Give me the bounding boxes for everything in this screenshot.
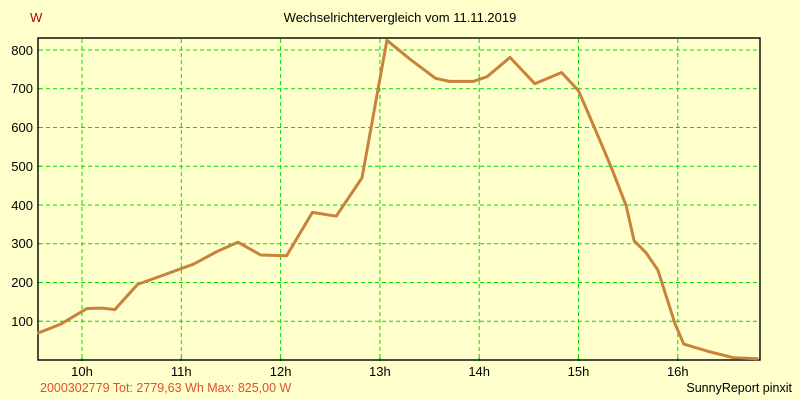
y-tick-label: 400 (11, 197, 33, 213)
x-tick-label: 13h (369, 364, 391, 379)
power-curve (37, 38, 759, 361)
y-tick-label: 600 (11, 120, 33, 135)
y-tick-label: 100 (11, 313, 33, 329)
y-tick-label: 800 (11, 42, 33, 58)
y-tick-label: 200 (11, 275, 33, 290)
x-tick-label: 11h (170, 364, 192, 379)
y-tick-label: 500 (11, 158, 33, 174)
report-credit-text: SunnyReport pinxit (686, 381, 792, 395)
x-tick-label: 10h (71, 364, 93, 379)
x-tick-label: 12h (269, 364, 292, 379)
inverter-summary-text: 2000302779 Tot: 2779,63 Wh Max: 825,00 W (40, 381, 292, 395)
x-tick-label: 15h (567, 364, 590, 379)
y-tick-label: 300 (11, 236, 33, 252)
chart-title: Wechselrichtervergleich vom 11.11.2019 (283, 10, 517, 25)
plot-border (37, 37, 761, 361)
y-axis-unit-label: W (30, 10, 43, 25)
y-tick-label: 700 (11, 81, 33, 97)
x-tick-label: 14h (468, 364, 491, 379)
x-tick-label: 16h (666, 364, 689, 379)
